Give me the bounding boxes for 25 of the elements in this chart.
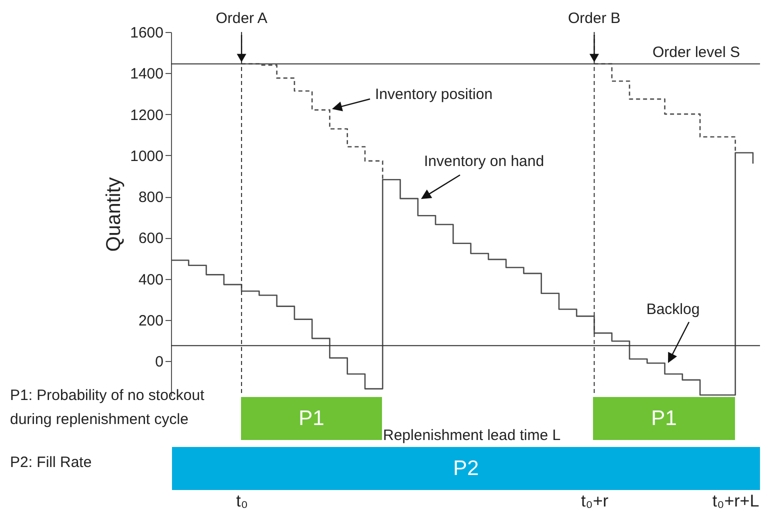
timeline-box: P1 bbox=[241, 397, 382, 440]
annotation: Backlog bbox=[646, 301, 700, 318]
annotation: P1: Probability of no stockout during replenishment cycle bbox=[10, 387, 206, 428]
y-tick-label: 1400 bbox=[130, 66, 164, 83]
annotation: Inventory position bbox=[375, 86, 493, 103]
y-tick-label: 1200 bbox=[130, 106, 164, 124]
timeline-box: P2 bbox=[172, 447, 760, 490]
y-axis-title: Quantity bbox=[103, 177, 126, 252]
text: P2: Fill Rate bbox=[10, 454, 92, 471]
x-tick-label: t₀ bbox=[236, 492, 248, 510]
x-tick-label: t₀+r bbox=[581, 492, 609, 510]
y-tick-label: 400 bbox=[138, 271, 164, 288]
y-tick-label: 200 bbox=[138, 312, 164, 330]
annotation: Inventory on hand bbox=[424, 153, 544, 170]
text: Replenishment lead time L bbox=[383, 427, 561, 444]
y-tick-label: 1600 bbox=[130, 24, 164, 42]
y-tick-label: 0 bbox=[155, 354, 164, 371]
ref-line-label: Order B bbox=[568, 10, 620, 27]
y-tick-label: 1000 bbox=[130, 148, 164, 165]
y-tick-label: 800 bbox=[138, 189, 164, 206]
x-tick-label: t₀+r+L bbox=[712, 492, 760, 510]
timeline-box: P1 bbox=[593, 397, 735, 440]
ref-line-label: Order A bbox=[216, 10, 268, 27]
y-tick-label: 600 bbox=[138, 230, 164, 248]
ref-line-label: Order level S bbox=[652, 44, 740, 61]
